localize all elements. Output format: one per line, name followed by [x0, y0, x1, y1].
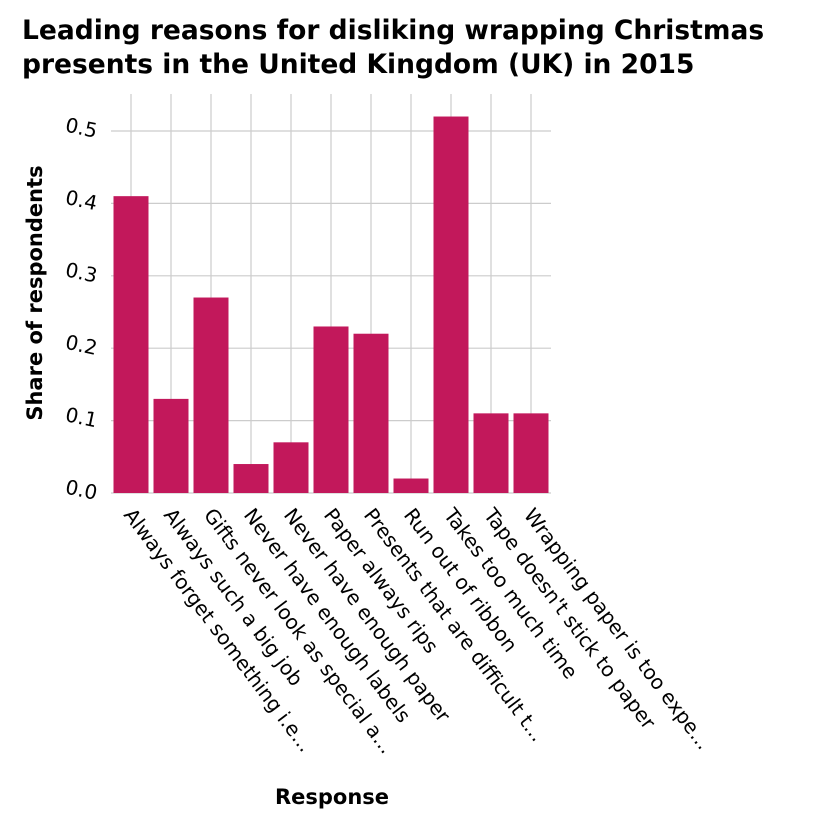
y-tick-label: 0.3 [63, 257, 99, 287]
bar [193, 297, 229, 493]
y-tick-label: 0.0 [63, 475, 99, 505]
bar [353, 333, 389, 493]
y-tick-label: 0.1 [63, 402, 99, 432]
x-axis-title: Response [275, 785, 389, 809]
chart-title-line-1: Leading reasons for disliking wrapping C… [22, 15, 765, 46]
y-tick-label: 0.2 [63, 330, 99, 360]
bar [473, 413, 509, 493]
bar [393, 478, 429, 493]
bar [113, 196, 149, 493]
bar [153, 398, 189, 493]
bar [233, 464, 269, 493]
chart-title-line-2: presents in the United Kingdom (UK) in 2… [22, 49, 695, 80]
y-axis-title: Share of respondents [23, 165, 47, 420]
y-tick-label: 0.5 [63, 113, 99, 143]
chart-title: Leading reasons for disliking wrapping C… [22, 14, 822, 82]
bar [273, 442, 309, 493]
y-tick-label: 0.4 [63, 185, 99, 215]
bar [313, 326, 349, 493]
bars [113, 116, 549, 494]
x-tick-labels: Always forget something i.e...Always suc… [119, 503, 716, 758]
bar [513, 413, 549, 493]
y-tick-labels: 0.0 0.1 0.2 0.3 0.4 0.5 [63, 113, 99, 505]
bar [433, 116, 469, 494]
